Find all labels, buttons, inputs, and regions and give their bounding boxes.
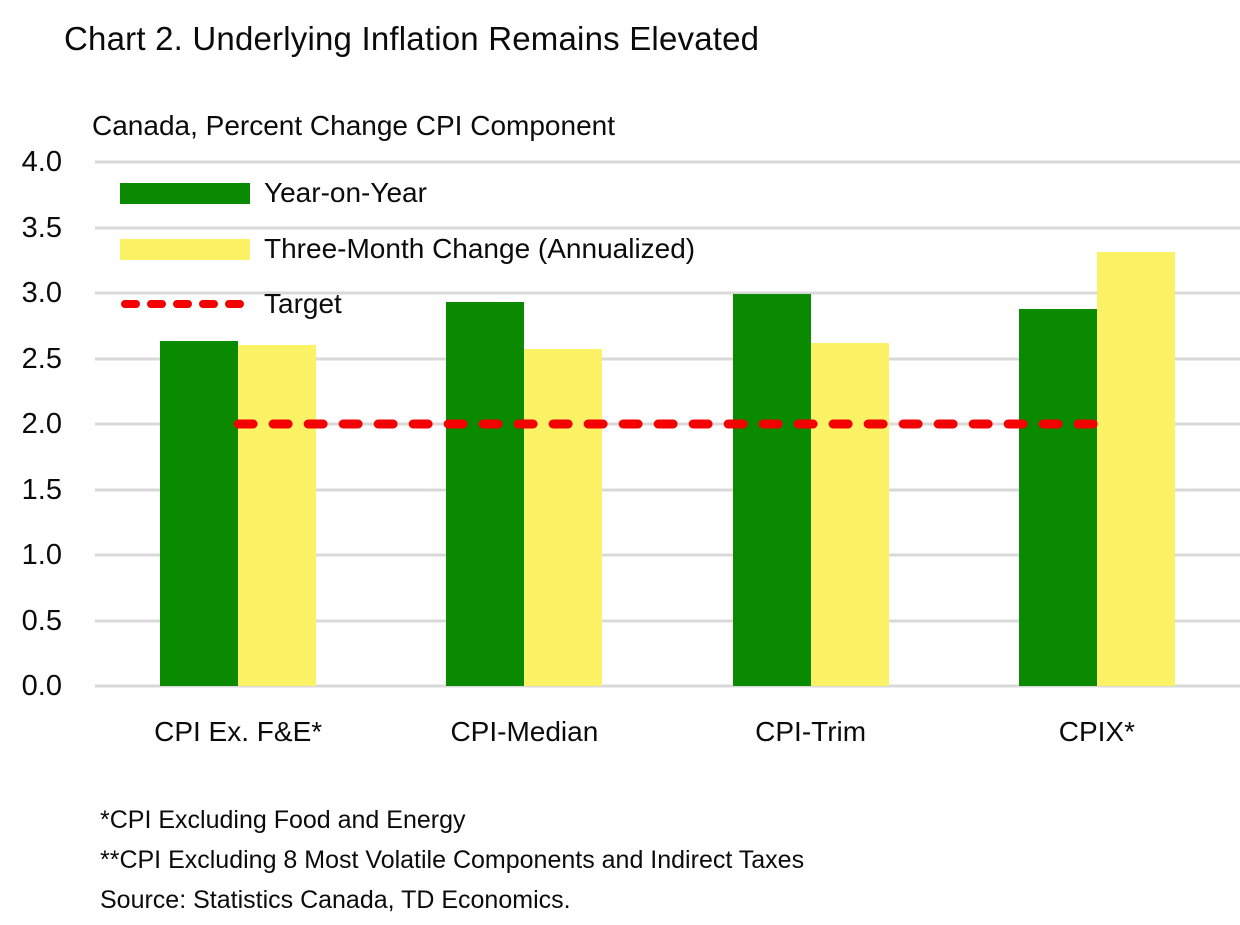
gridline-2.5 bbox=[95, 357, 1240, 360]
xlabel-cpi-ex-f-e: CPI Ex. F&E* bbox=[154, 716, 323, 747]
bar-year-on-year-cpi-trim bbox=[732, 294, 811, 686]
ytick-label-0.5: 0.5 bbox=[21, 604, 62, 637]
ytick-label-3.5: 3.5 bbox=[21, 211, 62, 244]
bar-three-month-cpi-ex-f-e bbox=[238, 345, 317, 686]
legend-target-dash-icon bbox=[121, 300, 249, 308]
bar-year-on-year-cpix bbox=[1018, 308, 1097, 686]
legend-swatch-three-month bbox=[120, 238, 250, 260]
gridline-0.0 bbox=[95, 684, 1240, 688]
bar-year-on-year-cpi-median bbox=[446, 302, 525, 686]
legend-swatch-year-on-year bbox=[120, 182, 250, 204]
legend-item-year-on-year: Year-on-Year bbox=[120, 176, 427, 210]
footnotes: *CPI Excluding Food and Energy **CPI Exc… bbox=[100, 800, 804, 920]
xlabel-cpi-median: CPI-Median bbox=[450, 716, 599, 747]
ytick-label-2.0: 2.0 bbox=[21, 408, 62, 440]
chart-title: Chart 2. Underlying Inflation Remains El… bbox=[64, 20, 760, 57]
ytick-label-2.5: 2.5 bbox=[21, 342, 62, 375]
ytick-label-3.0: 3.0 bbox=[21, 277, 62, 309]
footnote-3: Source: Statistics Canada, TD Economics. bbox=[100, 886, 571, 914]
bar-year-on-year-cpi-ex-f-e bbox=[160, 341, 239, 686]
gridline-1.0 bbox=[95, 553, 1240, 557]
gridline-3.0 bbox=[95, 291, 1240, 295]
legend-item-three-month-change-annualized: Three-Month Change (Annualized) bbox=[120, 232, 695, 266]
bar-three-month-cpix bbox=[1096, 252, 1175, 686]
bar-three-month-cpi-median bbox=[524, 349, 603, 686]
gridline-4.0 bbox=[95, 160, 1240, 164]
legend-item-target: Target bbox=[120, 287, 342, 321]
gridline-0.5 bbox=[95, 619, 1240, 622]
ytick-label-1.0: 1.0 bbox=[21, 539, 62, 571]
ytick-label-4.0: 4.0 bbox=[21, 146, 62, 178]
xlabel-cpix: CPIX* bbox=[1058, 716, 1135, 747]
ytick-label-1.5: 1.5 bbox=[21, 473, 62, 506]
gridline-1.5 bbox=[95, 488, 1240, 491]
ytick-label-0.0: 0.0 bbox=[21, 670, 62, 702]
footnote-1: *CPI Excluding Food and Energy bbox=[100, 806, 466, 834]
target-line bbox=[233, 419, 1102, 429]
footnote-2: **CPI Excluding 8 Most Volatile Componen… bbox=[100, 846, 805, 874]
chart-subtitle: Canada, Percent Change CPI Component bbox=[92, 110, 615, 141]
xlabel-cpi-trim: CPI-Trim bbox=[755, 716, 867, 747]
legend-label: Target bbox=[264, 288, 342, 319]
plot-area bbox=[95, 160, 1240, 688]
gridline-3.5 bbox=[95, 226, 1240, 229]
legend-label: Year-on-Year bbox=[264, 177, 427, 208]
bar-three-month-cpi-trim bbox=[810, 342, 889, 686]
legend-label: Three-Month Change (Annualized) bbox=[264, 233, 696, 264]
